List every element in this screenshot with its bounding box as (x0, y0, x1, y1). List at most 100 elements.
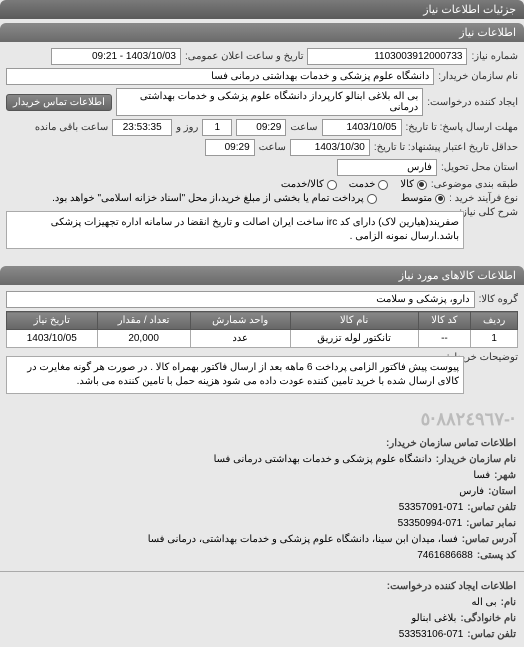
cell-2: تانکتور لوله تزریق (290, 330, 418, 348)
section-goods-header: اطلاعات کالاهای مورد نیاز (0, 266, 524, 285)
col-0: ردیف (471, 312, 518, 330)
section-need-header: اطلاعات نیاز (0, 23, 524, 42)
separator (0, 571, 524, 572)
cc-name: بی اله (472, 595, 497, 611)
contact-creator-section: اطلاعات ایجاد کننده درخواست: نام:بی اله … (0, 575, 524, 647)
col-5: تاریخ نیاز (7, 312, 98, 330)
cc-family: بلاغی ابنالو (411, 611, 456, 627)
goods-note-field: پیوست پیش فاکتور الزامی پرداخت 6 ماهه بع… (6, 356, 464, 394)
cb-tel-lbl: تلفن تماس: (467, 500, 516, 516)
cc-tel-lbl: تلفن تماس: (467, 627, 516, 643)
pkg-opt-2-label: کالا/خدمت (281, 179, 324, 190)
watermark-number: ·-٨٨٢٤٩٦٧·٥ (0, 407, 524, 432)
deadline-time-label: ساعت (290, 122, 317, 133)
pkg-opt-2[interactable]: کالا/خدمت (281, 179, 337, 190)
announce-field: 1403/10/03 - 09:21 (51, 48, 181, 65)
table-row[interactable]: 1 -- تانکتور لوله تزریق عدد 20,000 1403/… (7, 330, 518, 348)
col-3: واحد شمارش (190, 312, 290, 330)
req-num-label: شماره نیاز: (471, 51, 518, 62)
contact-buyer-title: اطلاعات تماس سازمان خریدار: (386, 436, 516, 452)
cb-fax: 53350994-071 (398, 516, 463, 532)
need-form: شماره نیاز: 1103003912000733 تاریخ و ساع… (0, 42, 524, 262)
cb-post-lbl: کد پستی: (477, 548, 516, 564)
row-buy-type: نوع فرآیند خرید : متوسط پرداخت تمام یا ب… (6, 193, 518, 204)
announce-label: تاریخ و ساعت اعلان عمومی: (185, 51, 304, 62)
col-2: نام کالا (290, 312, 418, 330)
cb-fax-lbl: نمابر تماس: (466, 516, 516, 532)
cb-post: 7461686688 (417, 548, 473, 564)
goods-table-header: ردیف کد کالا نام کالا واحد شمارش تعداد /… (7, 312, 518, 330)
row-desc: شرح کلی نیاز: صفریند(هیارین لاک‌) دارای … (6, 207, 518, 253)
province-field: فارس (337, 159, 437, 176)
row-buyer: نام سازمان خریدار: دانشگاه علوم پزشکی و … (6, 68, 518, 85)
goods-group-label: گروه کالا: (479, 294, 518, 305)
cb-org: دانشگاه علوم پزشکی و خدمات بهداشتی درمان… (214, 452, 432, 468)
contact-buyer-section: اطلاعات تماس سازمان خریدار: نام سازمان خ… (0, 432, 524, 568)
cell-3: عدد (190, 330, 290, 348)
contact-creator-title: اطلاعات ایجاد کننده درخواست: (387, 579, 516, 595)
goods-body: گروه کالا: دارو، پزشکی و سلامت ردیف کد ک… (0, 285, 524, 407)
page-header: جزئیات اطلاعات نیاز (0, 0, 524, 19)
cb-province-lbl: استان: (488, 484, 516, 500)
cb-addr: فسا، میدان ابن سینا، دانشگاه علوم پزشکی … (148, 532, 458, 548)
remain-label: ساعت باقی مانده (35, 122, 108, 133)
requester-label: ایجاد کننده درخواست: (427, 97, 518, 108)
cb-tel: 53357091-071 (399, 500, 464, 516)
buyer-label: نام سازمان خریدار: (438, 71, 518, 82)
deadline-time-field: 09:29 (236, 119, 286, 136)
row-deadline: مهلت ارسال پاسخ: تا تاریخ: 1403/10/05 سا… (6, 119, 518, 136)
checkbox-icon (367, 194, 377, 204)
pkg-opt-0-label: کالا (400, 179, 414, 190)
cb-org-lbl: نام سازمان خریدار: (436, 452, 516, 468)
row-credit: حداقل تاریخ اعتبار پیشنهاد: تا تاریخ: 14… (6, 139, 518, 156)
pkg-opt-0[interactable]: کالا (400, 179, 427, 190)
main-container: جزئیات اطلاعات نیاز اطلاعات نیاز شماره ن… (0, 0, 524, 647)
pkg-radio-group: کالا خدمت کالا/خدمت (281, 179, 427, 190)
remain-days-label: روز و (176, 122, 198, 133)
section-need-title: اطلاعات نیاز (459, 27, 516, 39)
buy-note-check[interactable]: پرداخت تمام یا بخشی از مبلغ خرید،از محل … (52, 193, 377, 204)
credit-time-field: 09:29 (205, 139, 255, 156)
credit-time-label: ساعت (259, 142, 286, 153)
col-1: کد کالا (418, 312, 471, 330)
contact-buyer-button[interactable]: اطلاعات تماس خریدار (6, 94, 112, 111)
page-title: جزئیات اطلاعات نیاز (423, 4, 516, 16)
buy-opt-0-label: متوسط (401, 193, 432, 204)
pkg-opt-1[interactable]: خدمت (349, 179, 389, 190)
goods-table: ردیف کد کالا نام کالا واحد شمارش تعداد /… (6, 311, 518, 348)
cc-family-lbl: نام خانوادگی: (460, 611, 516, 627)
cell-5: 1403/10/05 (7, 330, 98, 348)
credit-label: حداقل تاریخ اعتبار پیشنهاد: تا تاریخ: (374, 142, 518, 153)
buy-opt-0[interactable]: متوسط (401, 193, 445, 204)
cell-1: -- (418, 330, 471, 348)
cell-4: 20,000 (97, 330, 190, 348)
buyer-field: دانشگاه علوم پزشکی و خدمات بهداشتی درمان… (6, 68, 434, 85)
deadline-date-field: 1403/10/05 (322, 119, 402, 136)
requester-field: بی اله بلاغی ابنالو کارپرداز دانشگاه علو… (116, 88, 423, 116)
remain-time-field: 23:53:35 (112, 119, 172, 136)
req-num-field: 1103003912000733 (307, 48, 467, 65)
remain-days-field: 1 (202, 119, 232, 136)
cc-tel: 53353106-071 (399, 627, 464, 643)
row-province: استان محل تحویل: فارس (6, 159, 518, 176)
radio-icon (378, 180, 388, 190)
pkg-label: طبقه بندی موضوعی: (431, 179, 518, 190)
row-goods-group: گروه کالا: دارو، پزشکی و سلامت (6, 291, 518, 308)
row-pkg: طبقه بندی موضوعی: کالا خدمت کالا/خدمت (6, 179, 518, 190)
row-requester: ایجاد کننده درخواست: بی اله بلاغی ابنالو… (6, 88, 518, 116)
row-goods-note: توضیحات خریدار: پیوست پیش فاکتور الزامی … (6, 352, 518, 398)
deadline-label: مهلت ارسال پاسخ: تا تاریخ: (406, 122, 518, 133)
radio-icon (327, 180, 337, 190)
buy-type-label: نوع فرآیند خرید : (449, 193, 518, 204)
radio-icon (417, 180, 427, 190)
cb-addr-lbl: آدرس تماس: (462, 532, 516, 548)
goods-group-field: دارو، پزشکی و سلامت (6, 291, 475, 308)
credit-date-field: 1403/10/30 (290, 139, 370, 156)
radio-icon (435, 194, 445, 204)
row-req-num: شماره نیاز: 1103003912000733 تاریخ و ساع… (6, 48, 518, 65)
pkg-opt-1-label: خدمت (349, 179, 376, 190)
province-label: استان محل تحویل: (441, 162, 518, 173)
cb-province: فارس (459, 484, 484, 500)
cc-name-lbl: نام: (501, 595, 516, 611)
cb-city: فسا (473, 468, 490, 484)
